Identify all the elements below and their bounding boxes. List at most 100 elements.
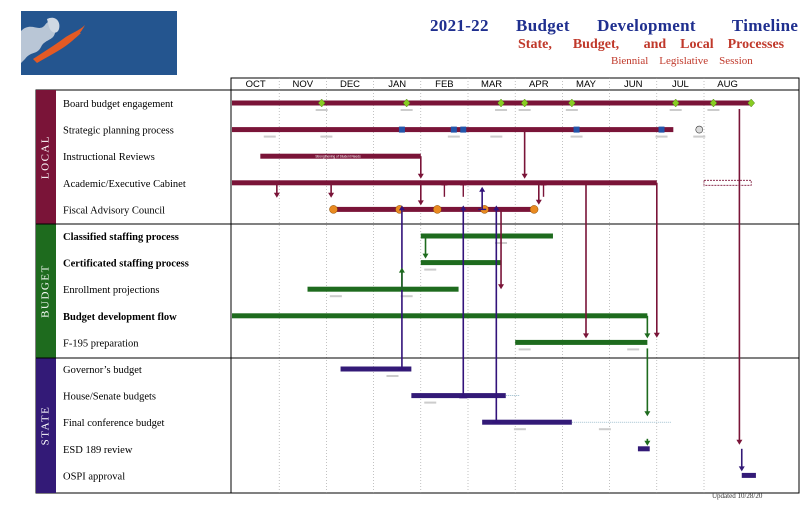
updated-date: Updated 10/28/20 <box>712 492 763 500</box>
cabinet-arrow-head <box>273 192 280 198</box>
meeting-node <box>529 205 539 214</box>
timeline-bar <box>232 180 657 186</box>
budget-f195-arrow-head <box>644 333 651 339</box>
marker-note <box>424 268 437 271</box>
row-label: Budget development flow <box>63 312 177 323</box>
timeline-bar <box>411 393 506 399</box>
marker-note <box>669 109 682 111</box>
row-label: Final conference budget <box>63 418 165 429</box>
milestone-circle <box>695 125 704 134</box>
month-label: MAR <box>481 79 502 90</box>
row-label: Instructional Reviews <box>63 152 155 163</box>
timeline-bar <box>331 206 535 212</box>
marker-note <box>495 109 508 111</box>
cabinet-bar-extension <box>703 179 752 186</box>
page-title: 2021-22 Budget Development Timeline <box>430 16 799 35</box>
timeline-bar <box>420 233 553 239</box>
row-label: Fiscal Advisory Council <box>63 205 165 216</box>
marker-note <box>518 109 531 111</box>
timeline-bar <box>741 472 756 478</box>
classified-arrow-head <box>422 253 429 259</box>
page-subtitle: State, Budget, and Local Processes <box>518 37 785 52</box>
row-label: Classified staffing process <box>63 232 179 243</box>
milestone-diamond <box>402 98 411 108</box>
strategic-arrow-head <box>521 173 528 179</box>
board-esd-arrow-head <box>736 439 743 445</box>
marker-note <box>490 135 503 138</box>
row-label: Strategic planning process <box>63 126 174 137</box>
milestone-diamond <box>317 98 326 108</box>
milestone-diamond <box>747 98 755 108</box>
milestone-diamond <box>568 98 576 108</box>
marker-note <box>400 295 413 298</box>
cabinet-arrow-head <box>328 192 335 198</box>
cabinet-fiscal-arrow-head <box>417 200 424 206</box>
milestone-diamond <box>520 98 529 108</box>
section-band-local <box>36 90 56 224</box>
row-label: Board budget engagement <box>63 99 173 110</box>
marker-note <box>707 109 720 111</box>
marker-note <box>263 135 276 138</box>
meeting-node <box>329 205 338 214</box>
marker-note <box>315 109 328 111</box>
milestone-square <box>573 126 580 133</box>
timeline-bar <box>232 100 752 106</box>
section-band-state <box>36 358 56 493</box>
milestone-square <box>658 126 665 133</box>
row-label: House/Senate budgets <box>63 392 156 403</box>
marker-note <box>693 135 706 138</box>
fiscal-budget-arrow-head <box>498 284 505 290</box>
row-label: F-195 preparation <box>63 338 139 349</box>
row-label: Enrollment projections <box>63 285 160 296</box>
month-label: MAY <box>576 79 597 90</box>
f195-conference-arrow-head <box>644 411 651 417</box>
marker-note <box>447 135 460 138</box>
marker-note <box>424 401 437 404</box>
month-label: JUL <box>672 79 689 90</box>
fiscal-cabinet-arrow-head <box>479 186 486 192</box>
month-label: JAN <box>388 79 406 90</box>
month-label: APR <box>529 79 549 90</box>
section-label: STATE <box>40 406 52 446</box>
esd-arrow-head <box>644 440 651 446</box>
timeline-bar <box>482 419 572 425</box>
marker-note <box>565 109 578 111</box>
cabinet-arrow-head <box>653 332 660 338</box>
section-band-budget <box>36 224 56 358</box>
timeline-bar <box>307 286 459 292</box>
milestone-diamond <box>709 98 718 108</box>
conference-arrow-head <box>493 205 500 211</box>
row-label: Governor’s budget <box>63 365 142 376</box>
marker-note <box>329 295 342 298</box>
month-label: FEB <box>435 79 453 90</box>
row-label: Certificated staffing process <box>63 259 189 270</box>
timeline-bar <box>515 339 648 345</box>
session-note: Biennial Legislative Session <box>611 55 753 67</box>
marker-note <box>598 428 611 431</box>
cabinet-f195-arrow-head <box>583 333 589 339</box>
marker-note <box>400 109 413 111</box>
marker-note <box>655 135 668 138</box>
section-label: BUDGET <box>40 264 52 318</box>
marker-note <box>627 348 640 351</box>
milestone-diamond <box>671 98 680 108</box>
section-label: LOCAL <box>40 135 52 179</box>
governor-arrow-head <box>398 205 405 211</box>
bar-caption: Strengthening of Student Needs <box>315 154 361 158</box>
timeline-bar <box>340 366 412 372</box>
house-arrow-head <box>460 205 467 211</box>
timeline-bar <box>260 153 421 159</box>
timeline-bar <box>420 260 502 266</box>
month-label: JUN <box>624 79 643 90</box>
row-label: OSPI approval <box>63 471 125 482</box>
meeting-node <box>433 205 442 214</box>
row-label: ESD 189 review <box>63 445 133 456</box>
month-label: OCT <box>246 79 266 90</box>
timeline-bar <box>637 446 650 452</box>
row-label: Academic/Executive Cabinet <box>63 179 186 190</box>
marker-note <box>386 375 399 377</box>
ospi-arrow-head <box>738 466 745 472</box>
enrollment-arrow-head <box>398 267 405 273</box>
milestone-square <box>460 126 467 133</box>
district-logo <box>21 11 177 75</box>
